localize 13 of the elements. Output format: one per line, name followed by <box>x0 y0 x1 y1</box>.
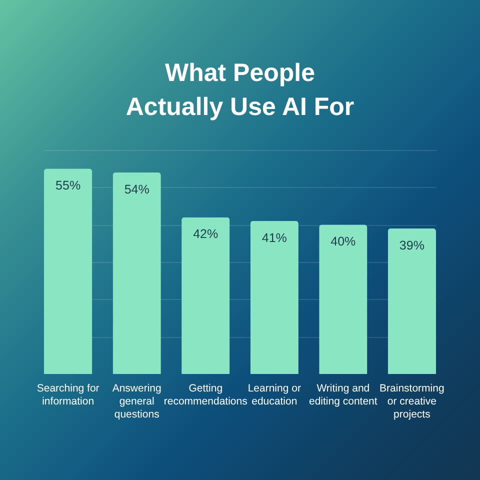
x-tick-label: Writing and editing content <box>309 382 378 408</box>
data-label: 55% <box>56 178 81 193</box>
data-label: 39% <box>399 238 424 252</box>
x-tick-label: Answering general questions <box>112 382 162 420</box>
x-tick-label: Searching for information <box>36 382 100 408</box>
data-label: 54% <box>124 182 150 196</box>
chart-title: What People Actually Use AI For <box>126 59 354 121</box>
data-label: 41% <box>262 230 287 245</box>
x-tick-label: Learning or education <box>248 382 302 408</box>
x-tick-label: Brainstorming or creative projects <box>380 382 444 420</box>
x-tick-label: Getting recommendations <box>164 382 248 408</box>
data-label: 40% <box>330 234 356 249</box>
data-label: 42% <box>193 227 218 242</box>
